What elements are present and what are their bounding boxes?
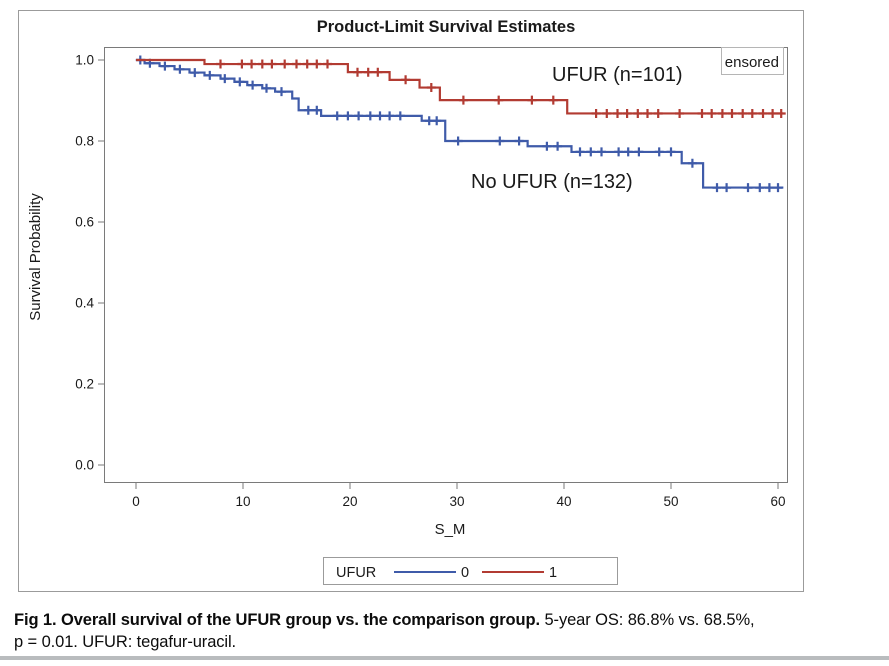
figure-caption: Fig 1. Overall survival of the UFUR grou… (14, 609, 876, 653)
survival-curves (135, 55, 786, 193)
km-figure-svg: Product-Limit Survival Estimates 1.0 0.8 0… (18, 10, 804, 592)
y-tick-label: 1.0 (75, 53, 94, 68)
censored-inset-label: ensored (725, 54, 779, 71)
censor-marks-1 (216, 59, 786, 118)
legend-entry-label-0: 0 (461, 565, 469, 581)
y-tick-label: 0.4 (75, 296, 94, 311)
censored-inset-box (721, 47, 784, 75)
annotation-no-ufur: No UFUR (n=132) (471, 171, 633, 193)
caption-line1-rest: 5-year OS: 86.8% vs. 68.5%, (539, 611, 755, 629)
x-tick-label: 40 (556, 494, 571, 509)
y-tick-label: 0.6 (75, 215, 94, 230)
x-axis-label: S_M (435, 521, 466, 538)
x-tick-label: 20 (342, 494, 357, 509)
annotation-ufur: UFUR (n=101) (552, 64, 683, 86)
y-tick-label: 0.8 (75, 134, 94, 149)
caption-line-1: Fig 1. Overall survival of the UFUR grou… (14, 609, 876, 631)
x-tick-label: 0 (132, 494, 140, 509)
legend-entry-label-1: 1 (549, 565, 557, 581)
bottom-rule (0, 656, 889, 660)
chart-title: Product-Limit Survival Estimates (317, 18, 576, 36)
caption-line-2: p = 0.01. UFUR: tegafur-uracil. (14, 633, 237, 651)
y-axis-label: Survival Probability (27, 193, 44, 321)
legend-border (323, 557, 618, 585)
legend-title: UFUR (336, 565, 376, 581)
x-tick-label: 10 (235, 494, 250, 509)
x-tick-label: 60 (770, 494, 785, 509)
y-axis-ticks: 1.0 0.8 0.6 0.4 0.2 0.0 (75, 53, 104, 473)
y-tick-label: 0.2 (75, 377, 94, 392)
legend-box: UFUR 0 1 (323, 557, 618, 585)
x-tick-label: 50 (663, 494, 678, 509)
censored-inset: ensored (721, 47, 784, 75)
caption-bold: Fig 1. Overall survival of the UFUR grou… (14, 611, 540, 629)
x-tick-label: 30 (449, 494, 464, 509)
x-axis-ticks: 0 10 20 30 40 50 60 (132, 483, 786, 509)
y-tick-label: 0.0 (75, 458, 94, 473)
